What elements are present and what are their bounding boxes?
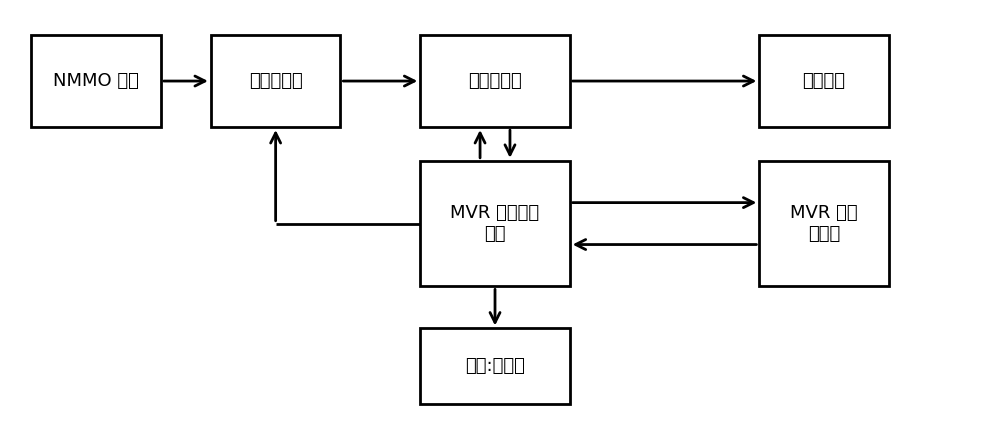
Text: NMMO 溶剂: NMMO 溶剂	[53, 72, 139, 90]
Text: 不凝气预热: 不凝气预热	[249, 72, 303, 90]
FancyBboxPatch shape	[420, 35, 570, 127]
FancyBboxPatch shape	[211, 35, 340, 127]
FancyArrowPatch shape	[164, 76, 205, 86]
FancyArrowPatch shape	[475, 133, 485, 158]
FancyArrowPatch shape	[573, 197, 753, 208]
FancyArrowPatch shape	[576, 240, 756, 249]
FancyBboxPatch shape	[420, 328, 570, 404]
Text: 产品:浓缩液: 产品:浓缩液	[465, 357, 525, 375]
FancyBboxPatch shape	[420, 161, 570, 287]
FancyBboxPatch shape	[31, 35, 161, 127]
Text: MVR 蒸发浓缩
系统: MVR 蒸发浓缩 系统	[450, 204, 540, 243]
FancyBboxPatch shape	[759, 35, 889, 127]
Text: 冷凝水预热: 冷凝水预热	[468, 72, 522, 90]
FancyArrowPatch shape	[490, 289, 500, 322]
FancyBboxPatch shape	[759, 161, 889, 287]
FancyArrowPatch shape	[343, 76, 414, 86]
FancyArrowPatch shape	[271, 133, 281, 221]
Text: MVR 蒸汽
压缩机: MVR 蒸汽 压缩机	[790, 204, 858, 243]
FancyArrowPatch shape	[573, 76, 753, 86]
Text: 冷凝水出: 冷凝水出	[803, 72, 846, 90]
FancyArrowPatch shape	[505, 130, 515, 155]
